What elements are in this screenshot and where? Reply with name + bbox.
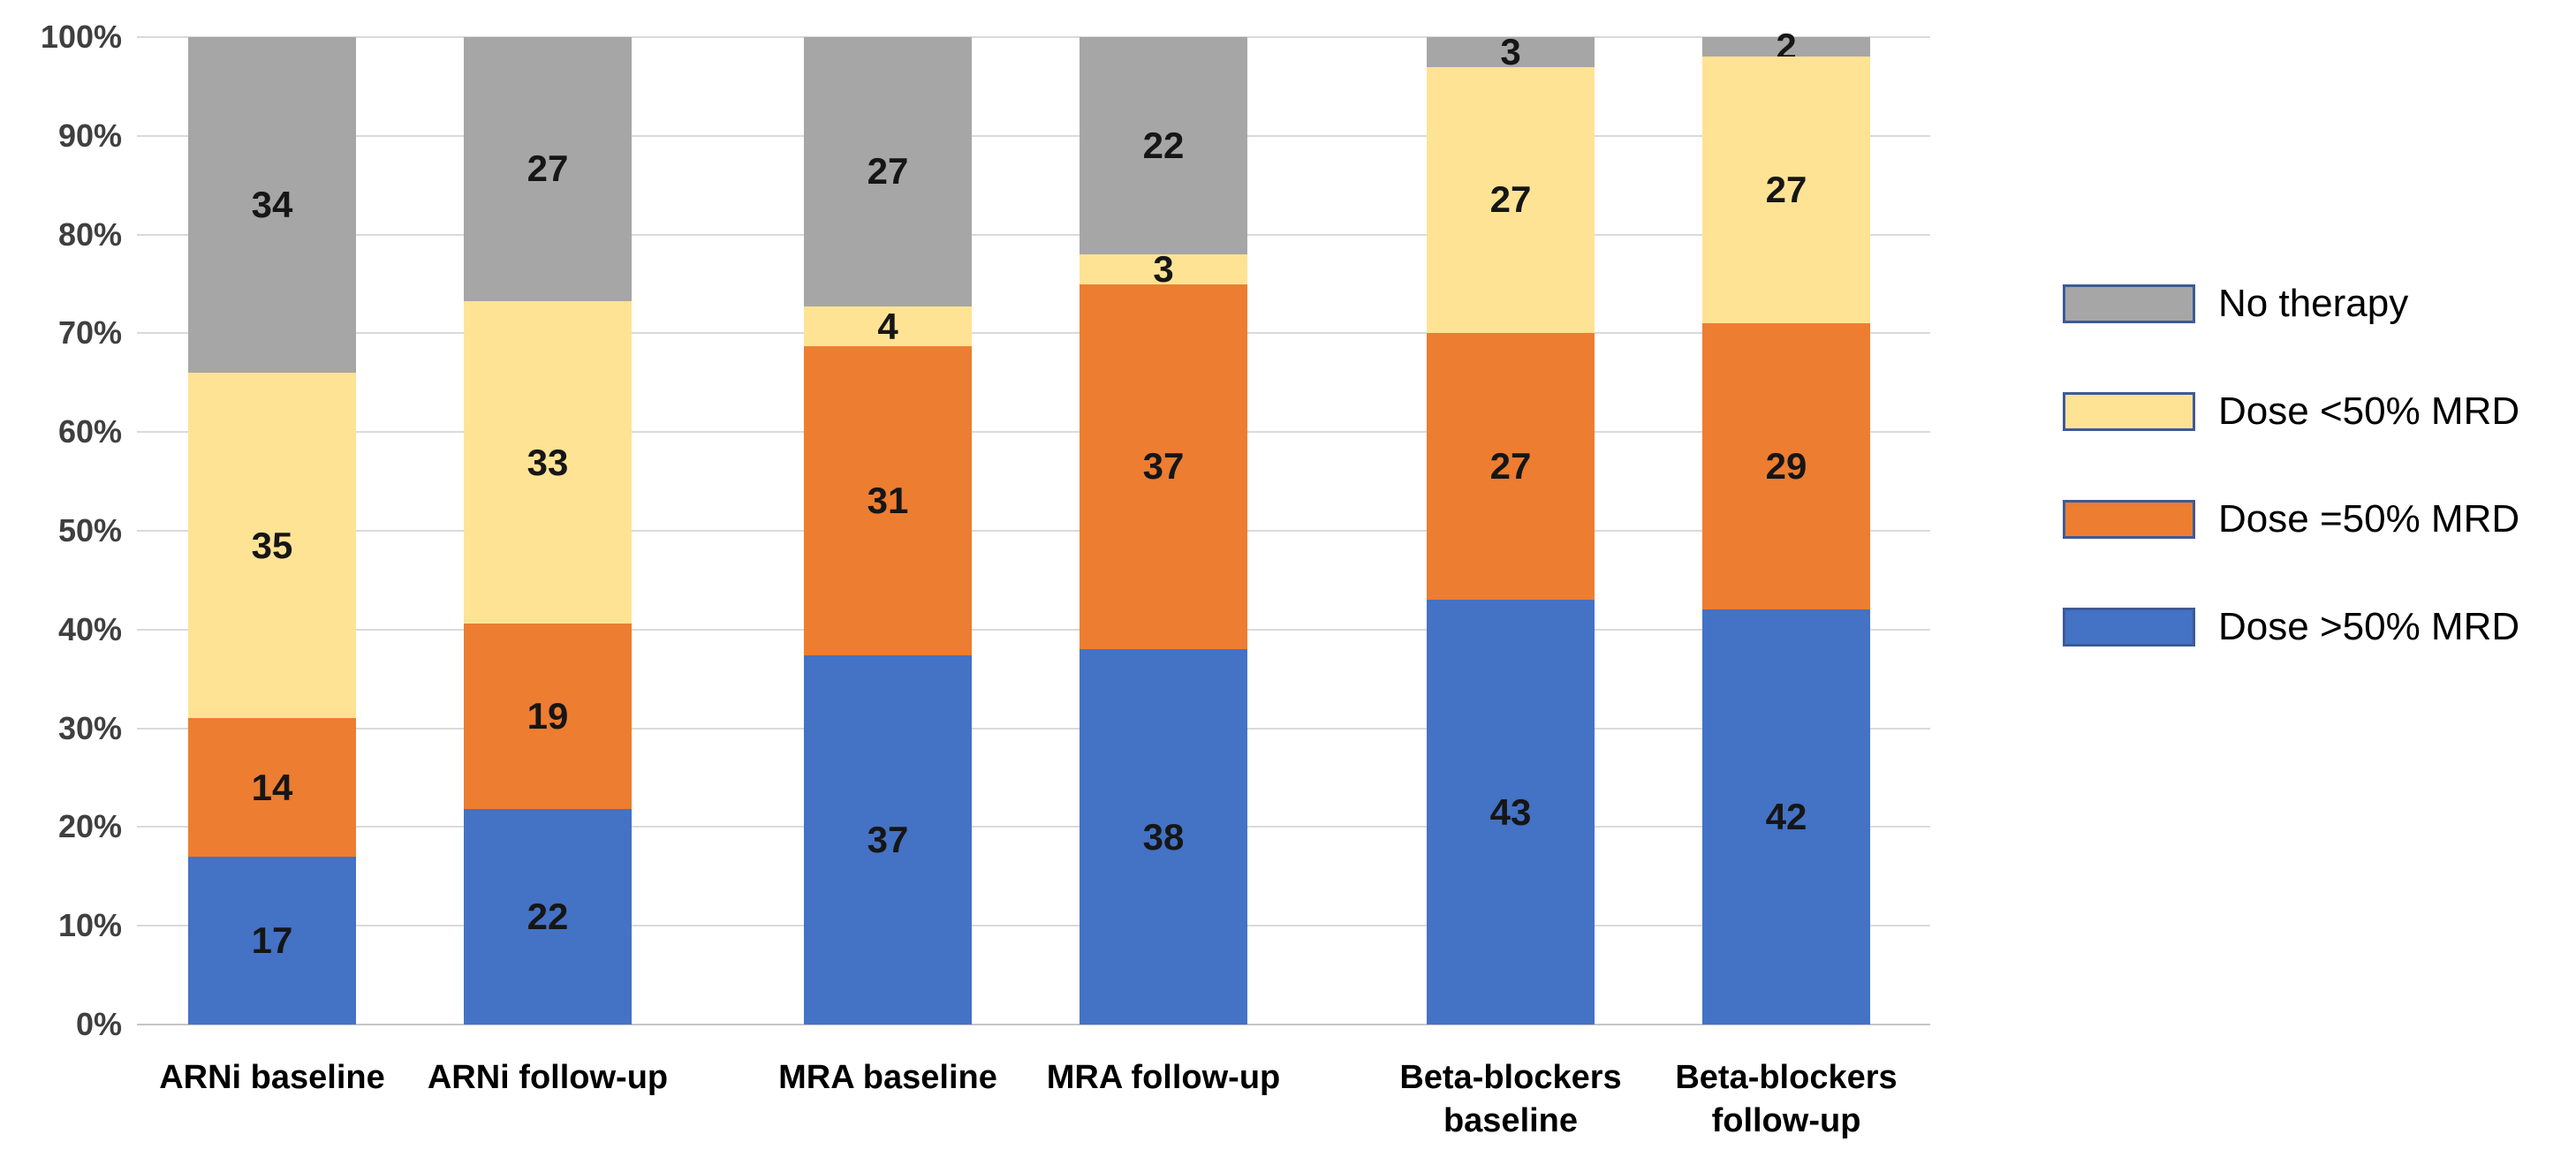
bar-segment: 33 [464, 300, 632, 624]
bar-segment: 2 [1702, 28, 1870, 65]
bar-segment: 22 [1080, 37, 1247, 254]
bar-segment: 22 [464, 809, 632, 1025]
gridline [137, 826, 1930, 828]
x-axis-category-label: MRA follow-up [1046, 1059, 1281, 1096]
data-label: 4 [877, 305, 898, 347]
x-axis-category-label: ARNi baseline [159, 1059, 385, 1096]
bar-segment: 31 [804, 346, 972, 656]
data-label: 29 [1765, 445, 1807, 488]
x-axis-category-label: ARNi follow-up [427, 1059, 669, 1096]
y-axis-tick-label: 0% [75, 1006, 122, 1042]
gridline [137, 431, 1930, 434]
legend-swatch [2063, 608, 2195, 647]
data-label: 22 [1142, 125, 1185, 166]
data-label: 22 [527, 896, 569, 938]
bar-segment: 17 [188, 856, 356, 1025]
gridline [137, 530, 1930, 532]
legend-label: Dose >50% MRD [2218, 605, 2520, 648]
bar-segment: 29 [1702, 323, 1870, 610]
data-label: 43 [1489, 790, 1532, 833]
x-axis-category-label: Beta-blockers baseline [1399, 1059, 1622, 1140]
y-axis-tick-label: 40% [57, 610, 122, 647]
legend-label: No therapy [2218, 282, 2409, 325]
data-label: 33 [527, 441, 569, 483]
data-label: 27 [527, 147, 569, 190]
y-axis-tick-label: 50% [57, 512, 122, 548]
data-label: 27 [1765, 169, 1807, 211]
legend-swatch [2063, 392, 2195, 431]
bar-segment: 37 [1080, 284, 1247, 650]
bar-mra-follow-up: 38 37 3 22 [1080, 37, 1247, 1025]
y-axis-tick-label: 10% [57, 907, 122, 944]
bar-mra-baseline: 37 31 4 27 [804, 37, 972, 1025]
bar-segment: 14 [188, 718, 356, 857]
gridline [137, 1024, 1930, 1025]
gridline [137, 925, 1930, 927]
gridline [137, 233, 1930, 236]
plot-area: 17 14 35 34 22 19 33 27 37 31 4 27 38 37 3 22 43 27 27 3 42 2… [137, 28, 1930, 1025]
bar-segment: 34 [188, 37, 356, 374]
bar-segment: 27 [804, 37, 972, 306]
data-label: 37 [1142, 445, 1185, 488]
gridline [137, 332, 1930, 335]
bar-segment: 3 [1427, 33, 1595, 70]
legend-item: Dose <50% MRD [2063, 392, 2519, 431]
data-label: 14 [251, 766, 293, 808]
bar-segment: 42 [1702, 609, 1870, 1025]
y-axis-tick-label: 90% [57, 117, 122, 154]
legend-label: Dose <50% MRD [2218, 389, 2520, 433]
data-label: 19 [527, 695, 569, 737]
x-axis-category-label: Beta-blockers follow-up [1675, 1059, 1898, 1140]
data-label: 34 [251, 184, 293, 226]
legend-item: Dose =50% MRD [2063, 500, 2519, 539]
bar-segment: 27 [464, 37, 632, 301]
legend: No therapy Dose <50% MRD Dose =50% MRD Dose… [2063, 284, 2519, 647]
bar-beta-blockers-baseline: 43 27 27 3 [1427, 33, 1595, 1025]
data-label: 3 [1153, 247, 1174, 290]
bar-segment: 4 [804, 305, 972, 347]
gridline [137, 36, 1930, 38]
data-label: 31 [867, 480, 909, 522]
gridline [137, 628, 1930, 631]
x-axis-category-label: MRA baseline [778, 1059, 997, 1096]
y-axis-tick-label: 70% [57, 314, 122, 352]
gridline [137, 727, 1930, 730]
bar-segment: 27 [1702, 57, 1870, 324]
y-axis-tick-label: 80% [57, 216, 122, 253]
y-axis-tick-label: 100% [40, 19, 122, 55]
bar-arni-follow-up: 22 19 33 27 [464, 37, 632, 1025]
legend-swatch [2063, 284, 2195, 323]
bar-segment: 43 [1427, 600, 1595, 1025]
bar-segment: 27 [1427, 333, 1595, 601]
bar-segment: 19 [464, 624, 632, 810]
gridline [137, 134, 1930, 137]
y-axis-tick-label: 60% [57, 413, 122, 450]
y-axis-tick-label: 20% [57, 808, 122, 845]
bar-segment: 27 [1427, 66, 1595, 334]
bar-segment: 35 [188, 373, 356, 719]
data-label: 27 [1489, 445, 1532, 488]
y-axis-tick-label: 30% [57, 709, 122, 746]
data-label: 2 [1776, 26, 1797, 68]
legend-swatch [2063, 500, 2195, 539]
data-label: 37 [867, 819, 909, 861]
bar-segment: 38 [1080, 649, 1247, 1025]
bar-arni-baseline: 17 14 35 34 [188, 37, 356, 1025]
data-label: 38 [1142, 815, 1185, 858]
legend-label: Dose =50% MRD [2218, 497, 2520, 541]
data-label: 42 [1765, 796, 1807, 838]
data-label: 27 [867, 150, 909, 193]
data-label: 17 [251, 919, 293, 961]
data-label: 3 [1500, 30, 1521, 72]
bar-segment: 3 [1080, 250, 1247, 287]
legend-item: Dose >50% MRD [2063, 608, 2519, 647]
data-label: 27 [1489, 178, 1532, 221]
bar-beta-blockers-follow-up: 42 29 27 2 [1702, 28, 1870, 1025]
data-label: 35 [251, 524, 293, 566]
legend-item: No therapy [2063, 284, 2519, 323]
bar-segment: 37 [804, 655, 972, 1025]
